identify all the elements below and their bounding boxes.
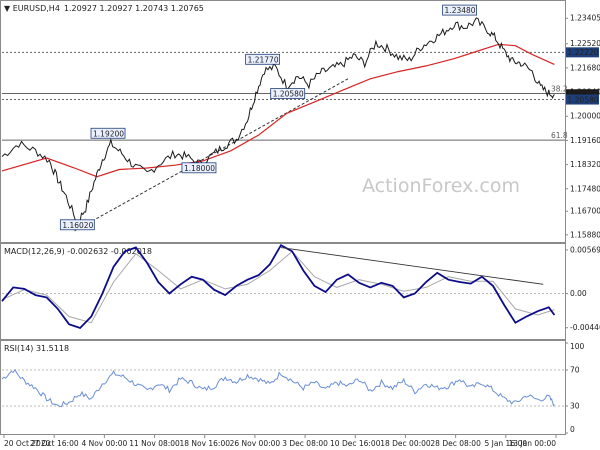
price-series [1, 17, 555, 223]
macd-line [1, 243, 556, 330]
rsi-panel [0, 340, 566, 435]
price-annotation-label: 1.16020 [62, 221, 93, 230]
price-tick-label: 1.18320 [570, 160, 600, 169]
price-annotations: 1.23480 1.21770 1.20580 1.19200 1.18000 1.160… [59, 4, 477, 231]
time-tick-label: 18 Nov 16:00 [179, 439, 230, 448]
price-annotation-label: 1.20580 [273, 90, 304, 99]
macd-layer: 0.00569 0.00 -0.00446 [1, 243, 600, 332]
macd-signal-line [1, 250, 555, 324]
chart-ohlc: 1.20927 1.20927 1.20743 1.20765 [64, 4, 204, 13]
macd-tick-label: 0.00 [570, 289, 587, 298]
macd-divergence-line [280, 247, 544, 285]
time-tick-label: 28 Dec 08:00 [430, 439, 481, 448]
rsi-tick-label: 100 [570, 342, 585, 351]
time-tick-label: 10 Dec 16:00 [330, 439, 381, 448]
price-tick-label: 1.16700 [570, 207, 600, 216]
price-annotation-box [59, 219, 95, 231]
time-tick-label: 26 Nov 00:00 [230, 439, 281, 448]
rsi-line [1, 368, 555, 408]
support-trendline [74, 78, 349, 232]
price-tick-label: 1.20000 [570, 112, 600, 121]
moving-average-line [1, 43, 555, 178]
fib-level-label: 38.2 [551, 85, 568, 94]
price-annotation-label: 1.21770 [248, 55, 279, 64]
level-price-tag: 1.22220 [568, 48, 599, 57]
current-price-tag-box [566, 89, 599, 100]
price-axis: 1.234051.225201.216801.208401.200001.191… [565, 14, 600, 239]
rsi-tick-label: 70 [570, 366, 580, 375]
time-tick-label: 11 Nov 08:00 [129, 439, 180, 448]
collapse-triangle-icon[interactable]: ▼ [4, 4, 13, 13]
price-tick-label: 1.19160 [570, 136, 600, 145]
rsi-tick-label: 0 [570, 425, 575, 434]
price-tick-label: 1.22520 [570, 39, 600, 48]
current-price-tag: 1.20765 [568, 90, 599, 99]
price-tick-label: 1.23405 [570, 14, 600, 23]
price-annotation-box [245, 53, 280, 65]
time-tick-label: 5 Jan 16:00 [484, 439, 527, 448]
chart-header: ▼ EURUSD,H4 1.20927 1.20927 1.20743 1.207… [4, 4, 204, 13]
time-tick-label: 4 Nov 00:00 [81, 439, 127, 448]
time-tick-label: 27 Oct 16:00 [30, 439, 79, 448]
time-tick-label: 20 Oct 2020 [4, 439, 51, 448]
chart-symbol: EURUSD,H4 [13, 4, 60, 13]
price-annotation-box [90, 127, 126, 139]
rsi-layer: 100 70 30 0 [1, 342, 585, 434]
price-annotation-box [270, 88, 306, 99]
macd-tick-label: 0.00569 [570, 245, 600, 254]
time-tick-label: 13 Jan 00:00 [509, 439, 557, 448]
rsi-header: RSI(14) 31.5118 [4, 344, 69, 353]
price-panel [0, 0, 566, 243]
time-tick-label: 3 Dec 08:00 [282, 439, 328, 448]
price-tick-label: 1.21680 [570, 63, 600, 72]
macd-tick-label: -0.00446 [570, 323, 600, 332]
time-tick-label: 18 Dec 00:00 [380, 439, 431, 448]
price-annotation-label: 1.19200 [93, 129, 124, 138]
price-annotation-label: 1.18000 [184, 164, 215, 173]
price-annotation-label: 1.23480 [445, 6, 476, 15]
level-price-tag-box [566, 47, 599, 58]
price-series-line [1, 17, 555, 223]
price-annotation-box [442, 4, 477, 16]
watermark: ActionForex.com [362, 175, 520, 197]
price-tick-label: 1.17480 [570, 184, 600, 193]
price-tick-label: 1.15880 [570, 230, 600, 239]
macd-header: MACD(12,26,9) -0.002632 -0.002018 [4, 247, 152, 256]
level-price-tag-box [566, 94, 599, 105]
macd-panel [0, 243, 566, 340]
price-annotation-box [181, 162, 217, 174]
rsi-tick-label: 30 [570, 402, 580, 411]
fib-level-label: 61.8 [551, 131, 568, 140]
level-price-tag: 1.20580 [568, 95, 599, 104]
